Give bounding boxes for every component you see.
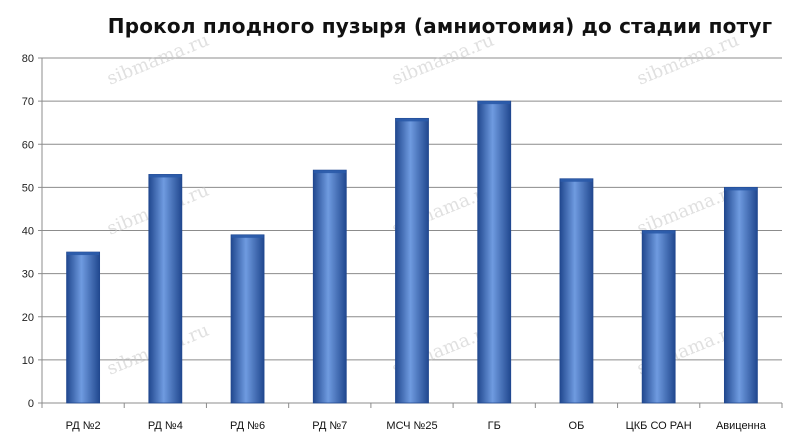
bar bbox=[723, 186, 758, 404]
bar-top bbox=[560, 178, 593, 182]
watermark-text: sibmama.ru bbox=[389, 30, 497, 90]
x-category-label: РД №7 bbox=[312, 420, 347, 432]
x-category-label: Авиценна bbox=[716, 420, 767, 432]
y-tick-label: 30 bbox=[22, 269, 34, 281]
chart-title: Прокол плодного пузыря (амниотомия) до с… bbox=[107, 14, 773, 38]
y-tick-label: 80 bbox=[22, 53, 34, 65]
bar bbox=[66, 251, 101, 404]
bar-top bbox=[642, 230, 675, 234]
bar bbox=[395, 117, 429, 404]
x-category-label: ГБ bbox=[488, 420, 501, 432]
x-category-label: МСЧ №25 bbox=[386, 420, 437, 432]
y-tick-label: 70 bbox=[22, 96, 34, 108]
bar-top bbox=[231, 234, 264, 238]
bar bbox=[148, 174, 183, 404]
x-category-label: ЦКБ СО РАН bbox=[626, 420, 692, 432]
watermark-text: sibmama.ru bbox=[104, 30, 212, 90]
y-tick-label: 20 bbox=[22, 312, 34, 324]
y-tick-label: 60 bbox=[22, 139, 34, 151]
watermark-text: sibmama.ru bbox=[634, 30, 742, 90]
bar bbox=[312, 169, 347, 404]
bars bbox=[66, 100, 758, 404]
x-category-label: РД №6 bbox=[230, 420, 265, 432]
y-tick-label: 0 bbox=[28, 398, 34, 410]
y-tick-label: 10 bbox=[22, 355, 34, 367]
bar bbox=[477, 100, 512, 404]
bar bbox=[230, 234, 265, 404]
x-category-label: ОБ bbox=[569, 420, 585, 432]
bar-top bbox=[478, 101, 511, 105]
bar-top bbox=[396, 118, 428, 122]
bar-top bbox=[67, 252, 100, 256]
y-tick-label: 40 bbox=[22, 226, 34, 238]
bar bbox=[559, 178, 594, 404]
x-category-label: РД №2 bbox=[66, 420, 101, 432]
labels: 0 10 20 30 40 50 60 70 80 РД №2 РД №4 РД №6 РД №7 МСЧ… bbox=[22, 53, 767, 432]
x-category-label: РД №4 bbox=[148, 420, 183, 432]
bar-top bbox=[724, 187, 757, 191]
bar bbox=[641, 230, 676, 404]
y-tick-label: 50 bbox=[22, 182, 34, 194]
bar-top bbox=[313, 170, 346, 174]
bar-top bbox=[149, 174, 182, 178]
